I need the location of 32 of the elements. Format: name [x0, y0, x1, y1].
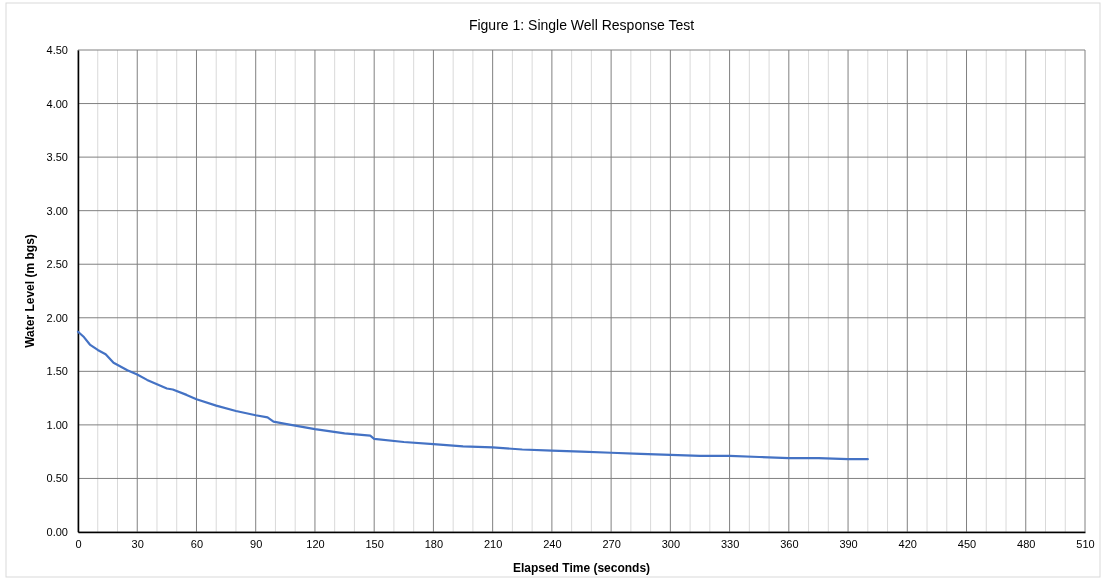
x-axis-title: Elapsed Time (seconds) [512, 561, 651, 575]
x-tick-label: 120 [306, 537, 325, 550]
y-axis-title: Water Level (m bgs) [23, 234, 37, 348]
x-tick-label: 0 [75, 537, 82, 550]
x-tick-label: 420 [898, 537, 917, 550]
y-tick-label: 1.50 [46, 365, 68, 378]
x-tick-label: 390 [839, 537, 858, 550]
y-tick-label: 1.00 [46, 418, 68, 431]
x-tick-label: 510 [1076, 537, 1095, 550]
line-series [76, 330, 869, 461]
x-tick-label: 330 [720, 537, 740, 550]
x-tick-label: 270 [602, 537, 621, 550]
x-tick-label: 480 [1017, 537, 1036, 550]
x-tick-label: 300 [661, 537, 681, 550]
y-tick-label: 3.50 [46, 151, 68, 164]
y-tick-label: 0.00 [46, 526, 68, 539]
x-tick-label: 180 [424, 537, 444, 550]
y-tick-label: 2.50 [46, 258, 68, 271]
x-tick-label: 90 [250, 537, 263, 550]
y-tick-label: 4.50 [46, 44, 68, 57]
y-tick-label: 0.50 [46, 472, 68, 485]
y-tick-label: 3.00 [46, 204, 68, 217]
x-tick-label: 450 [957, 537, 977, 550]
x-tick-label: 150 [365, 537, 384, 550]
x-tick-label: 60 [190, 537, 204, 550]
x-tick-label: 30 [131, 537, 144, 550]
x-tick-label: 360 [780, 537, 799, 550]
x-tick-label: 240 [543, 537, 562, 550]
y-tick-label: 4.00 [46, 97, 68, 110]
x-tick-label: 210 [483, 537, 503, 550]
y-tick-label: 2.00 [46, 311, 68, 324]
chart-title: Figure 1: Single Well Response Test [468, 17, 695, 33]
